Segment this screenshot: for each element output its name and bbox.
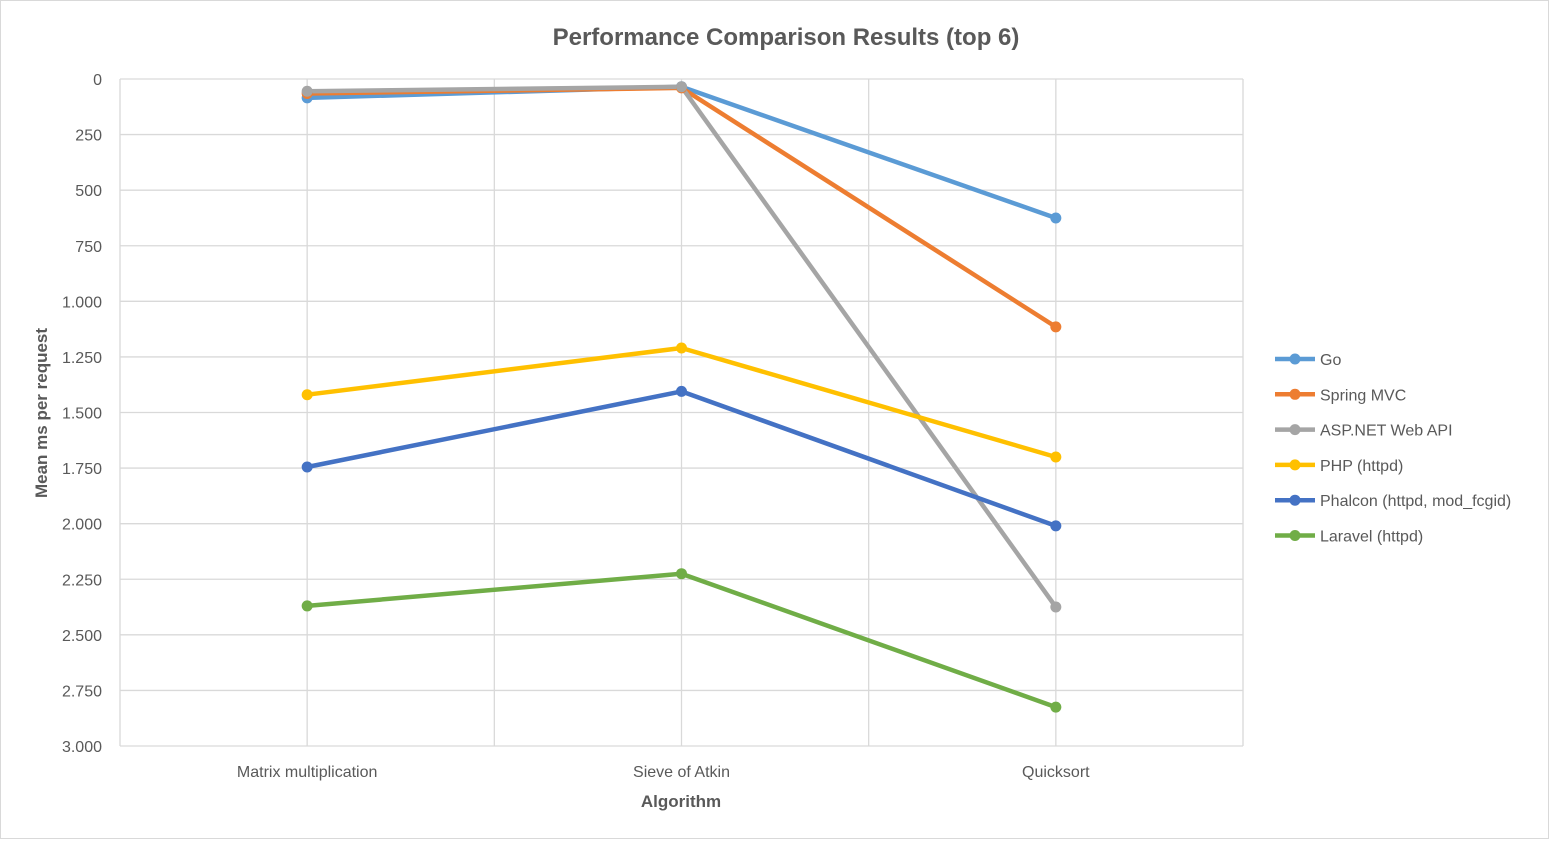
y-tick-label: 500	[75, 183, 102, 200]
data-point	[676, 568, 687, 580]
legend-label: Spring MVC	[1320, 387, 1406, 404]
legend-label: Go	[1320, 352, 1341, 369]
legend-label: Phalcon (httpd, mod_fcgid)	[1320, 493, 1511, 510]
legend-item: Laravel (httpd)	[1275, 529, 1423, 546]
x-axis-ticks: Matrix multiplication Sieve of Atkin Quick…	[237, 764, 1090, 781]
data-point	[301, 389, 313, 401]
data-point	[301, 600, 313, 612]
data-point	[301, 461, 313, 473]
data-point	[1050, 451, 1062, 463]
y-axis-ticks: 0 250 500 750 1.000 1.250 1.500 1.750 2.000 2.250…	[62, 72, 102, 756]
data-point	[1050, 601, 1062, 613]
legend-swatch-marker	[1289, 459, 1301, 471]
y-axis-label: Mean ms per request	[32, 328, 51, 498]
y-tick-label: 1.750	[62, 461, 102, 478]
y-tick-label: 2.250	[62, 572, 102, 589]
legend-swatch-marker	[1289, 494, 1301, 506]
legend-swatch-marker	[1289, 353, 1301, 365]
x-tick-label: Sieve of Atkin	[633, 764, 730, 781]
y-tick-label: 2.500	[62, 628, 102, 645]
y-tick-label: 1.000	[62, 294, 102, 311]
y-tick-label: 750	[75, 239, 102, 256]
data-point	[676, 385, 687, 397]
data-point	[301, 85, 313, 97]
chart-title: Performance Comparison Results (top 6)	[553, 24, 1020, 51]
data-point	[1050, 212, 1062, 224]
legend-label: PHP (httpd)	[1320, 458, 1403, 475]
y-tick-label: 3.000	[62, 739, 102, 756]
y-tick-label: 0	[93, 72, 102, 89]
x-tick-label: Quicksort	[1022, 764, 1090, 781]
legend-item: PHP (httpd)	[1275, 458, 1403, 475]
y-tick-label: 250	[75, 128, 102, 145]
legend: Go Spring MVC ASP.NET Web API PHP (httpd) Ph…	[1275, 352, 1511, 546]
legend-swatch-marker	[1289, 388, 1301, 400]
legend-item: Phalcon (httpd, mod_fcgid)	[1275, 493, 1511, 510]
data-point	[1050, 701, 1062, 713]
y-tick-label: 2.750	[62, 683, 102, 700]
legend-item: ASP.NET Web API	[1275, 423, 1453, 440]
x-tick-label: Matrix multiplication	[237, 764, 377, 781]
y-tick-label: 1.500	[62, 406, 102, 423]
legend-item: Spring MVC	[1275, 387, 1406, 404]
data-point	[1050, 321, 1062, 333]
y-tick-label: 2.000	[62, 517, 102, 534]
x-axis-label: Algorithm	[641, 792, 721, 811]
gridlines	[119, 78, 1244, 747]
data-point	[676, 342, 687, 354]
legend-item: Go	[1275, 352, 1341, 369]
data-point	[1050, 520, 1062, 532]
legend-swatch-marker	[1289, 424, 1301, 436]
data-point	[676, 81, 687, 93]
y-tick-label: 1.250	[62, 350, 102, 367]
legend-label: ASP.NET Web API	[1320, 423, 1453, 440]
legend-swatch-marker	[1289, 530, 1301, 541]
series-points	[301, 81, 1062, 713]
legend-label: Laravel (httpd)	[1320, 529, 1423, 546]
